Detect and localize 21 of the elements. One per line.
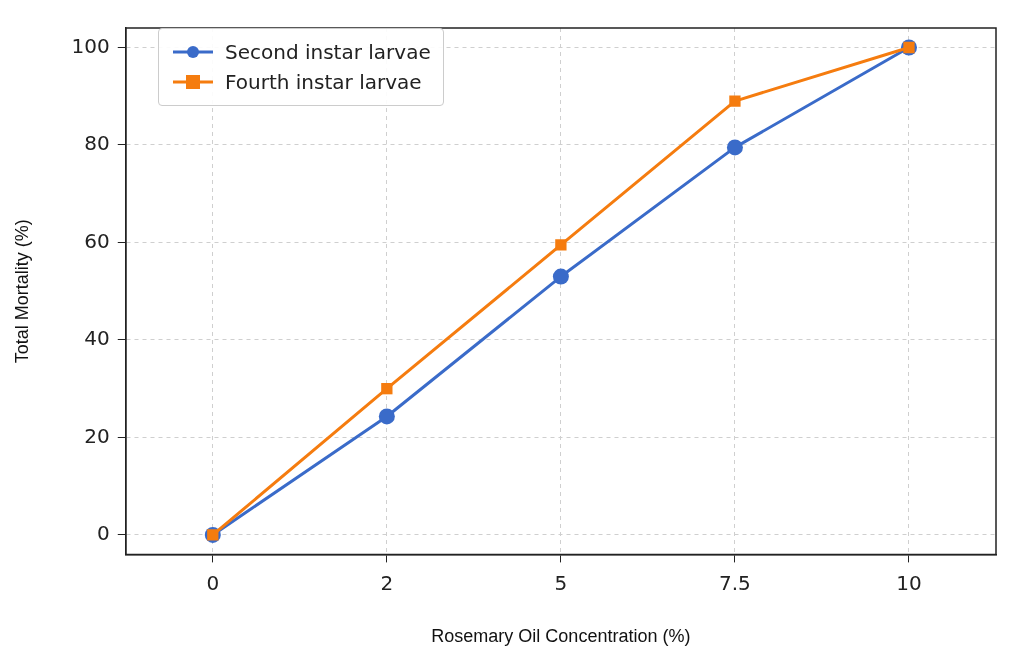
y-axis-title: Total Mortality (%) bbox=[11, 219, 32, 364]
x-tick-label: 10 bbox=[896, 570, 922, 595]
y-tick-label: 40 bbox=[84, 326, 110, 351]
x-tick-label: 2 bbox=[380, 570, 394, 595]
point bbox=[726, 139, 743, 156]
y-tick-label: 80 bbox=[84, 131, 110, 156]
y-tick-label: 100 bbox=[71, 33, 110, 58]
y-tick-label: 20 bbox=[84, 423, 110, 448]
x-tick-label: 5 bbox=[554, 570, 568, 595]
y-tick-label: 60 bbox=[84, 228, 110, 253]
y-tick-label: 0 bbox=[97, 521, 110, 546]
point bbox=[378, 408, 395, 425]
point bbox=[381, 383, 393, 395]
point bbox=[555, 239, 567, 251]
x-tick-label: 0 bbox=[206, 570, 220, 595]
legend-label: Second instar larvae bbox=[225, 39, 431, 66]
point bbox=[552, 268, 569, 285]
legend-label: Fourth instar larvae bbox=[225, 69, 422, 96]
x-axis-title: Rosemary Oil Concentration (%) bbox=[431, 626, 691, 647]
point bbox=[729, 95, 741, 107]
x-tick-label: 7.5 bbox=[719, 570, 751, 595]
